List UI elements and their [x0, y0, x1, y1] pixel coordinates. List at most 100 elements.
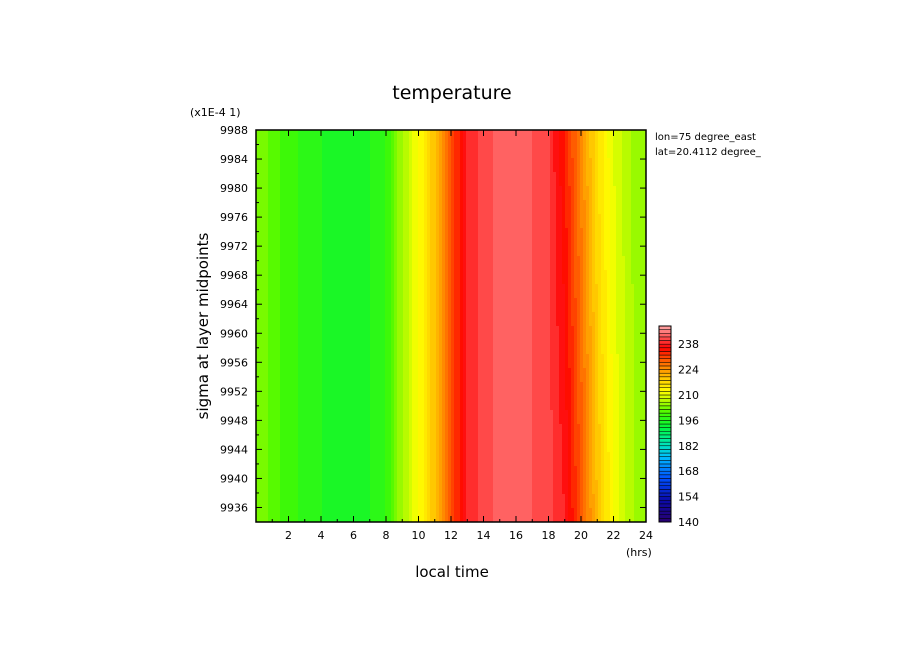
heatmap-cell [322, 214, 326, 229]
heatmap-cell [517, 186, 521, 201]
heatmap-cell [337, 382, 341, 397]
colorbar-swatch [658, 351, 672, 356]
heatmap-cell [283, 508, 287, 522]
heatmap-cell [496, 312, 500, 327]
heatmap-cell [622, 312, 626, 327]
heatmap-cell [373, 466, 377, 481]
heatmap-cell [373, 214, 377, 229]
heatmap-cell [376, 410, 380, 425]
heatmap-cell [274, 340, 278, 355]
heatmap-cell [334, 172, 338, 187]
heatmap-cell [313, 368, 317, 383]
heatmap-cell [637, 256, 641, 271]
heatmap-cell [565, 214, 569, 229]
heatmap-cell [535, 508, 539, 522]
heatmap-cell [637, 172, 641, 187]
heatmap-cell [391, 284, 395, 299]
heatmap-cell [643, 214, 646, 229]
heatmap-cell [514, 312, 518, 327]
heatmap-cell [466, 438, 470, 453]
heatmap-cell [568, 354, 572, 369]
heatmap-cell [544, 452, 548, 467]
heatmap-cell [418, 200, 422, 215]
heatmap-cell [268, 424, 272, 439]
heatmap-cell [466, 368, 470, 383]
heatmap-cell [583, 368, 587, 383]
heatmap-cell [268, 438, 272, 453]
heatmap-cell [421, 256, 425, 271]
heatmap-cell [442, 312, 446, 327]
heatmap-cell [475, 368, 479, 383]
heatmap-cell [352, 508, 356, 522]
heatmap-cell [622, 158, 626, 173]
heatmap-cell [448, 270, 452, 285]
heatmap-cell [355, 452, 359, 467]
colorbar-swatch [658, 329, 672, 334]
heatmap-cell [577, 452, 581, 467]
heatmap-cell [319, 340, 323, 355]
heatmap-cell [643, 452, 646, 467]
heatmap-cell [313, 312, 317, 327]
heatmap-cell [352, 410, 356, 425]
heatmap-cell [517, 200, 521, 215]
heatmap-cell [628, 186, 632, 201]
heatmap-cell [256, 466, 260, 481]
colorbar-swatch [658, 362, 672, 367]
heatmap-cell [262, 326, 266, 341]
heatmap-cell [481, 382, 485, 397]
heatmap-cell [439, 298, 443, 313]
heatmap-cell [421, 382, 425, 397]
heatmap-cell [604, 424, 608, 439]
heatmap-cell [436, 130, 440, 145]
heatmap-cell [637, 368, 641, 383]
heatmap-cell [343, 214, 347, 229]
heatmap-cell [358, 368, 362, 383]
heatmap-cell [457, 270, 461, 285]
heatmap-cell [331, 312, 335, 327]
heatmap-cell [262, 186, 266, 201]
heatmap-cell [367, 340, 371, 355]
heatmap-cell [430, 158, 434, 173]
heatmap-cell [577, 284, 581, 299]
heatmap-cell [451, 494, 455, 509]
heatmap-cell [556, 270, 560, 285]
heatmap-cell [346, 228, 350, 243]
heatmap-cell [631, 186, 635, 201]
heatmap-cell [334, 396, 338, 411]
heatmap-cell [526, 466, 530, 481]
heatmap-cell [265, 172, 269, 187]
heatmap-cell [430, 452, 434, 467]
heatmap-cell [262, 354, 266, 369]
heatmap-cell [511, 340, 515, 355]
heatmap-cell [571, 396, 575, 411]
heatmap-cell [328, 382, 332, 397]
heatmap-cell [379, 214, 383, 229]
heatmap-cell [559, 452, 563, 467]
heatmap-cell [310, 200, 314, 215]
heatmap-cell [268, 494, 272, 509]
heatmap-cell [364, 144, 368, 159]
heatmap-cell [322, 130, 326, 145]
heatmap-cell [355, 172, 359, 187]
heatmap-cell [280, 480, 284, 495]
heatmap-cell [526, 354, 530, 369]
heatmap-cell [385, 228, 389, 243]
heatmap-cell [631, 228, 635, 243]
heatmap-cell [493, 354, 497, 369]
heatmap-cell [256, 186, 260, 201]
colorbar-swatch [658, 485, 672, 490]
heatmap-cell [442, 130, 446, 145]
heatmap-cell [484, 508, 488, 522]
heatmap-cell [541, 424, 545, 439]
heatmap-cell [415, 438, 419, 453]
heatmap-cell [301, 340, 305, 355]
heatmap-cell [364, 186, 368, 201]
heatmap-cell [304, 494, 308, 509]
heatmap-cell [478, 200, 482, 215]
heatmap-cell [262, 144, 266, 159]
heatmap-cell [478, 172, 482, 187]
heatmap-cell [319, 368, 323, 383]
heatmap-cell [280, 200, 284, 215]
heatmap-cell [604, 144, 608, 159]
heatmap-cell [316, 284, 320, 299]
